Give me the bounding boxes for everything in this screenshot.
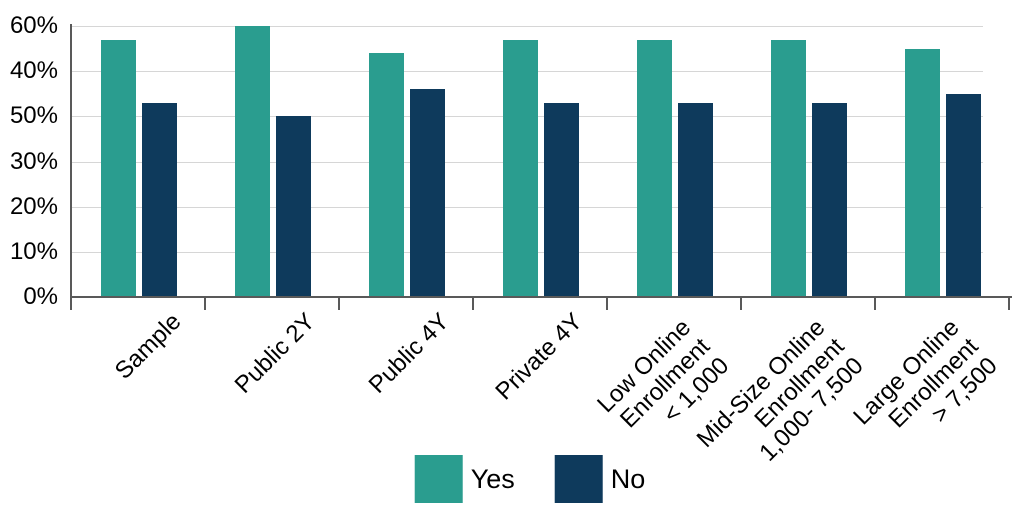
axis-tick xyxy=(1008,298,1010,310)
legend: Yes No xyxy=(414,455,646,503)
legend-swatch-yes xyxy=(414,455,463,503)
y-axis-label: 0% xyxy=(23,283,58,310)
y-axis-label: 50% xyxy=(9,102,58,130)
bar-no-5 xyxy=(812,102,847,297)
legend-label-no: No xyxy=(610,464,646,494)
axis-tick xyxy=(606,298,608,310)
axis-tick xyxy=(472,298,474,310)
bar-yes-3 xyxy=(503,39,538,297)
x-label-1: Public 2Y xyxy=(229,308,320,399)
legend-item-yes: Yes xyxy=(414,455,515,503)
bar-no-6 xyxy=(946,93,981,297)
gridline xyxy=(72,26,983,27)
x-label-5: Mid-Size Online Enrollment 1,000- 7,500 xyxy=(691,314,868,491)
y-axis-label: 20% xyxy=(9,192,58,220)
y-axis xyxy=(70,24,72,299)
axis-tick xyxy=(70,298,72,310)
x-label-line: Private 4Y xyxy=(490,308,589,406)
x-label-line: Public 4Y xyxy=(363,308,455,399)
legend-label-yes: Yes xyxy=(470,464,515,494)
bar-no-4 xyxy=(678,102,713,297)
bar-yes-6 xyxy=(905,48,940,297)
x-label-3: Private 4Y xyxy=(491,308,588,405)
bar-yes-1 xyxy=(235,26,270,297)
bar-yes-0 xyxy=(101,39,136,297)
x-label-2: Public 4Y xyxy=(363,308,454,399)
legend-swatch-no xyxy=(554,455,603,503)
x-axis xyxy=(70,296,1012,298)
axis-tick xyxy=(740,298,742,310)
bar-yes-4 xyxy=(637,39,672,297)
axis-tick xyxy=(874,298,876,310)
y-axis-label: 30% xyxy=(9,147,58,175)
bar-yes-5 xyxy=(771,39,806,297)
bar-no-3 xyxy=(544,102,579,297)
bar-no-0 xyxy=(142,102,177,297)
bar-no-2 xyxy=(410,89,445,297)
x-label-6: Large Online Enrollment > 7,500 xyxy=(848,314,1002,468)
x-label-line: Public 2Y xyxy=(229,308,321,399)
axis-tick xyxy=(204,298,206,310)
y-axis-label: 40% xyxy=(9,57,58,85)
legend-item-no: No xyxy=(554,455,646,503)
y-axis-label: 10% xyxy=(9,237,58,265)
axis-tick xyxy=(338,298,340,310)
x-label-line: Sample xyxy=(109,308,187,385)
x-label-0: Sample xyxy=(109,308,186,385)
bar-no-1 xyxy=(276,116,311,297)
y-axis-label: 60% xyxy=(9,12,58,39)
bar-yes-2 xyxy=(369,53,404,297)
